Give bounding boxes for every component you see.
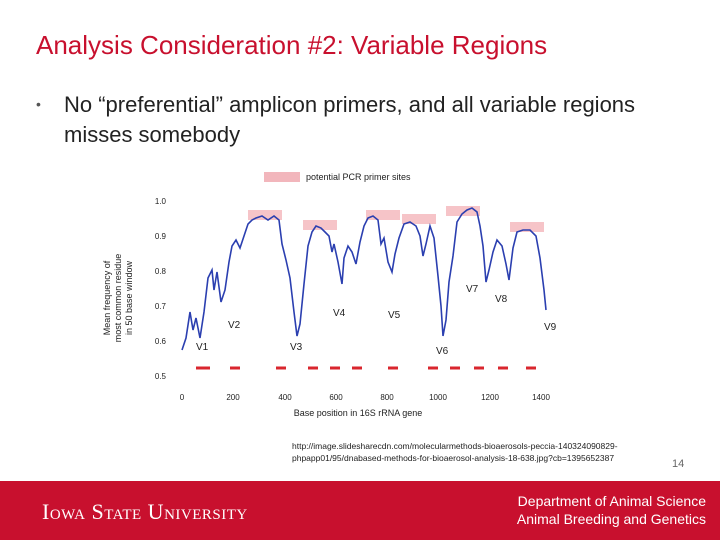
legend-swatch	[264, 172, 300, 182]
x-tick-8: 1400	[532, 393, 550, 402]
source-url-line-2: phpapp01/95/dnabased-methods-for-bioaero…	[292, 453, 615, 463]
variability-figure: potential PCR primer sites Mean frequenc…	[102, 172, 557, 418]
primer-site-6	[510, 222, 544, 232]
region-label-v6: V6	[436, 346, 449, 357]
x-tick-6: 1000	[429, 393, 447, 402]
primer-site-5	[446, 206, 480, 216]
region-label-v8: V8	[495, 294, 508, 305]
university-wordmark: Iowa State University	[42, 499, 248, 524]
conservation-curve	[181, 207, 547, 351]
region-label-v4: V4	[333, 308, 346, 319]
slide-title: Analysis Consideration #2: Variable Regi…	[36, 30, 548, 60]
primer-site-1	[248, 210, 282, 220]
y-tick-1: 1.0	[155, 197, 167, 206]
x-tick-3: 400	[278, 393, 292, 402]
legend-label: potential PCR primer sites	[306, 172, 411, 182]
region-label-v7: V7	[466, 284, 479, 295]
page-number: 14	[672, 458, 685, 470]
primer-site-4	[402, 214, 436, 224]
department-name: Department of Animal Science	[517, 493, 706, 509]
department-subtitle: Animal Breeding and Genetics	[516, 511, 706, 527]
bullet-marker: •	[36, 96, 41, 112]
department-block: Department of Animal Science Animal Bree…	[517, 492, 706, 528]
y-axis-label-1: Mean frequency of	[102, 260, 112, 335]
y-tick-3: 0.8	[155, 267, 167, 276]
x-axis-label: Base position in 16S rRNA gene	[294, 408, 423, 418]
source-url[interactable]: http://image.slidesharecdn.com/molecular…	[292, 440, 652, 464]
region-label-v9: V9	[544, 322, 557, 333]
bullet-text: No “preferential” amplicon primers, and …	[64, 92, 636, 147]
region-label-v2: V2	[228, 320, 241, 331]
y-tick-5: 0.6	[155, 337, 167, 346]
y-tick-6: 0.5	[155, 372, 167, 381]
x-tick-2: 200	[226, 393, 240, 402]
footer-bar: Iowa State University Department of Anim…	[0, 481, 720, 540]
x-tick-1: 0	[180, 393, 185, 402]
x-tick-7: 1200	[481, 393, 499, 402]
region-label-v1: V1	[196, 342, 209, 353]
university-logo: Iowa State University	[42, 499, 248, 525]
source-url-line-1: http://image.slidesharecdn.com/molecular…	[292, 441, 618, 451]
region-label-v3: V3	[290, 342, 303, 353]
primer-site-3	[366, 210, 400, 220]
region-label-v5: V5	[388, 310, 401, 321]
primer-site-2	[303, 220, 337, 230]
y-axis-label-2: most common residue	[113, 254, 123, 343]
y-tick-4: 0.7	[155, 302, 167, 311]
y-axis-label-3: in 50 base window	[124, 260, 134, 335]
x-tick-5: 800	[380, 393, 394, 402]
y-tick-2: 0.9	[155, 232, 167, 241]
x-tick-4: 600	[329, 393, 343, 402]
